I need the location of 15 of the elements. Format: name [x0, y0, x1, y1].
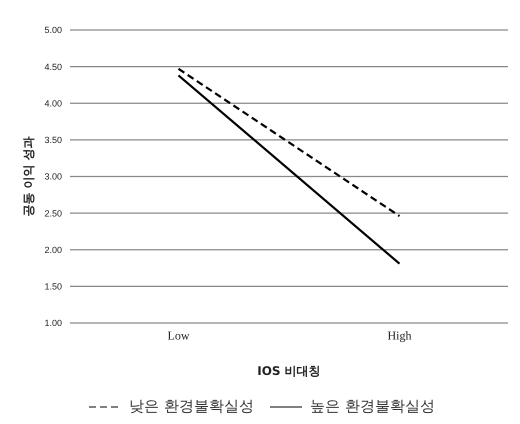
y-tick-label: 3.50: [44, 135, 62, 146]
x-tick-label: Low: [168, 328, 190, 343]
y-tick-label: 1.00: [44, 318, 62, 328]
y-tick-label: 5.00: [44, 25, 62, 36]
legend-label: 높은 환경불확실성: [310, 397, 435, 416]
y-tick-label: 2.00: [44, 244, 62, 255]
y-tick-label: 4.50: [44, 62, 62, 72]
x-tick-label: High: [388, 328, 412, 343]
y-tick-label: 2.50: [44, 208, 62, 218]
legend-label: 낮은 환경불확실성: [129, 397, 254, 416]
y-axis-title: 공동 이익 성과: [21, 136, 36, 217]
y-tick-label: 4.00: [44, 98, 62, 108]
y-tick-label: 3.00: [44, 172, 62, 182]
y-tick-label: 1.50: [44, 282, 62, 292]
x-axis-title: IOS 비대칭: [257, 364, 321, 378]
